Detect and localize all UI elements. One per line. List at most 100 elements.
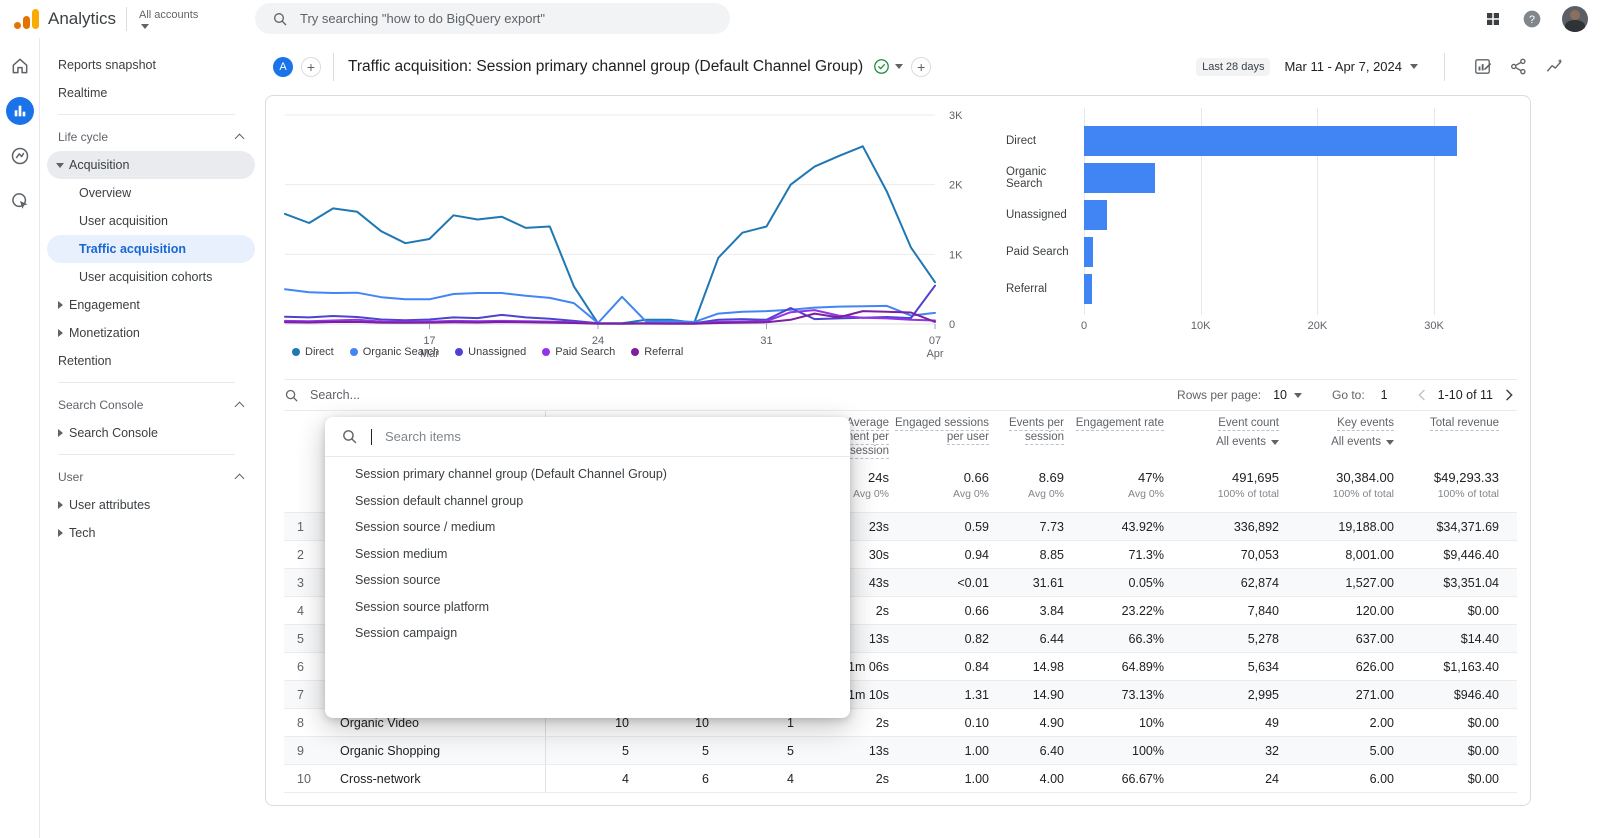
column-header-eps[interactable]: Events per session — [991, 411, 1066, 463]
report-collection-avatar[interactable]: A — [273, 56, 293, 77]
report-status-control[interactable] — [873, 58, 904, 75]
sidebar-item-tech[interactable]: Tech — [47, 519, 255, 547]
customize-report-icon[interactable] — [1473, 57, 1492, 76]
search-icon — [343, 430, 357, 444]
sidebar-item-user-attributes[interactable]: User attributes — [47, 491, 255, 519]
account-switcher[interactable]: All accounts — [139, 9, 198, 29]
bar-direct — [1084, 126, 1458, 156]
sidebar-item-label: User attributes — [69, 498, 151, 512]
cell-events: 32 — [1265, 743, 1279, 758]
svg-text:24: 24 — [592, 335, 604, 347]
apps-grid-icon[interactable] — [1484, 10, 1502, 28]
table-search-input[interactable] — [310, 388, 470, 402]
date-range-picker[interactable]: Mar 11 - Apr 7, 2024 — [1284, 59, 1418, 74]
sidebar-item-user-acquisition[interactable]: User acquisition — [47, 207, 255, 235]
sidebar-item-search-console[interactable]: Search Console — [47, 419, 255, 447]
sidebar-item-user-acquisition-cohorts[interactable]: User acquisition cohorts — [47, 263, 255, 291]
add-report-button[interactable]: + — [911, 56, 932, 77]
table-row[interactable]: 10 Cross-network 4 6 4 2s 1.00 4.00 66.67% 24 6.00… — [284, 765, 1517, 793]
dimension-option[interactable]: Session campaign — [355, 626, 458, 641]
cell-rate: 73.13% — [1121, 687, 1164, 702]
cell-espu: 0.10 — [964, 715, 989, 730]
cell-key: 1,527.00 — [1345, 575, 1394, 590]
legend-item-direct: Direct — [292, 346, 334, 358]
sidebar-item-label: Monetization — [69, 326, 140, 340]
dimension-option[interactable]: Session primary channel group (Default C… — [355, 467, 667, 482]
cell-key: 8,001.00 — [1345, 547, 1394, 562]
table-row[interactable]: 9 Organic Shopping 5 5 5 13s 1.00 6.40 100% 32 5.0… — [284, 737, 1517, 765]
global-search-input[interactable] — [300, 11, 680, 26]
dimension-option[interactable]: Session source — [355, 573, 441, 588]
cell-avg: 30s — [868, 547, 889, 562]
cell-avg: 2s — [875, 715, 889, 730]
table-row[interactable]: 8 Organic Video 10 10 1 2s 0.10 4.90 10% 49 2.00 $0… — [284, 709, 1517, 737]
column-header-label[interactable]: Events per session — [1009, 417, 1064, 445]
cell-engaged: 4 — [787, 771, 794, 786]
help-icon[interactable]: ? — [1522, 9, 1542, 29]
sidebar-item-realtime[interactable]: Realtime — [47, 79, 255, 107]
cell-avg: 2s — [875, 771, 889, 786]
sidebar-item-reports-snapshot[interactable]: Reports snapshot — [47, 51, 255, 79]
column-header-label[interactable]: Event count — [1218, 417, 1279, 431]
column-header-events[interactable]: Event count All events — [1166, 411, 1281, 463]
totals-value: $49,293.33 — [1433, 470, 1499, 485]
sidebar-section-search-console[interactable]: Search Console — [47, 391, 255, 419]
sidebar-section-user[interactable]: User — [47, 463, 255, 491]
column-filter-key[interactable]: All events — [1281, 435, 1394, 449]
previous-page-icon[interactable] — [1414, 387, 1430, 403]
global-search[interactable] — [255, 3, 730, 34]
rows-per-page-select[interactable]: 10 — [1273, 388, 1287, 402]
reports-icon[interactable] — [5, 97, 34, 125]
column-header-label[interactable]: Engaged sessions per user — [895, 417, 989, 445]
column-header-rate[interactable]: Engagement rate — [1066, 411, 1166, 463]
dimension-option[interactable]: Session default channel group — [355, 493, 524, 508]
cell-eps: 3.84 — [1039, 603, 1064, 618]
legend-item-organic-search: Organic Search — [349, 346, 439, 358]
sidebar-item-overview[interactable]: Overview — [47, 179, 255, 207]
share-icon[interactable] — [1509, 57, 1528, 76]
totals-value: 30,384.00 — [1336, 470, 1394, 485]
dimension-option[interactable]: Session medium — [355, 546, 448, 561]
dimension-option[interactable]: Session source / medium — [355, 520, 496, 535]
column-filter-events[interactable]: All events — [1166, 435, 1279, 449]
svg-text:1K: 1K — [949, 249, 963, 261]
column-header-label[interactable]: Key events — [1337, 417, 1394, 431]
column-header-label[interactable]: Engagement rate — [1075, 417, 1164, 431]
next-page-icon[interactable] — [1501, 387, 1517, 403]
totals-cell-revenue: $49,293.33 100% of total — [1396, 463, 1501, 512]
column-header-key[interactable]: Key events All events — [1281, 411, 1396, 463]
advertising-icon[interactable] — [6, 187, 34, 215]
sidebar-item-monetization[interactable]: Monetization — [47, 319, 255, 347]
cell-rate: 66.3% — [1128, 631, 1164, 646]
table-row[interactable]: 4 2s 0.66 3.84 23.22% 7,840 120.00 $0.00 — [284, 597, 1517, 625]
column-header-espu[interactable]: Engaged sessions per user — [891, 411, 991, 463]
chevron-down-icon[interactable] — [1293, 392, 1302, 398]
table-row[interactable]: 6 1m 06s 0.84 14.98 64.89% 5,634 626.00 $1,163.… — [284, 653, 1517, 681]
svg-text:17: 17 — [423, 335, 435, 347]
goto-page-input[interactable]: 1 — [1380, 388, 1388, 402]
add-comparison-button[interactable]: + — [301, 56, 321, 77]
sidebar-item-acquisition[interactable]: Acquisition — [47, 151, 255, 179]
svg-text:Apr: Apr — [926, 348, 943, 360]
totals-sub: 100% of total — [1437, 488, 1499, 500]
explore-icon[interactable] — [6, 142, 34, 170]
sidebar-item-retention[interactable]: Retention — [47, 347, 255, 375]
dimension-search-input[interactable] — [385, 429, 834, 444]
home-icon[interactable] — [6, 52, 34, 80]
chevron-right-icon — [55, 429, 65, 437]
cell-avg: 13s — [868, 743, 889, 758]
rows-per-page-label: Rows per page: — [1177, 388, 1262, 402]
cell-num: 7 — [297, 687, 304, 702]
dimension-search[interactable] — [325, 417, 850, 457]
column-header-label[interactable]: Total revenue — [1429, 417, 1499, 431]
sidebar-section-life-cycle[interactable]: Life cycle — [47, 123, 255, 151]
user-avatar[interactable] — [1562, 6, 1588, 32]
analytics-logo-icon[interactable] — [14, 9, 39, 29]
insights-icon[interactable] — [1545, 57, 1564, 76]
table-search[interactable] — [284, 388, 470, 403]
cell-events: 5,278 — [1247, 631, 1279, 646]
dimension-option[interactable]: Session source platform — [355, 599, 490, 614]
sidebar-item-engagement[interactable]: Engagement — [47, 291, 255, 319]
column-header-revenue[interactable]: Total revenue — [1396, 411, 1501, 463]
sidebar-item-traffic-acquisition[interactable]: Traffic acquisition — [47, 235, 255, 263]
